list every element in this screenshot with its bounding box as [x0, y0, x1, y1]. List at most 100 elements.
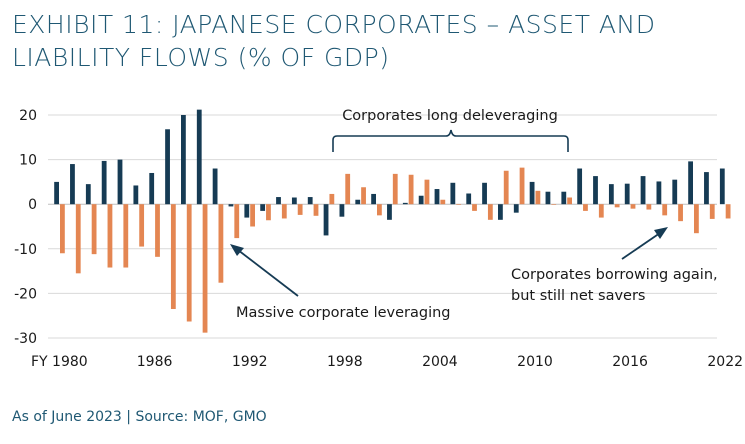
liability-bar-2016 — [630, 204, 636, 209]
gridlines — [48, 114, 717, 339]
liability-bar-2009 — [519, 167, 525, 205]
asset-bar-2003 — [418, 195, 424, 205]
liability-bar-2020 — [694, 204, 699, 234]
asset-bar-2020 — [688, 161, 693, 205]
asset-bar-2009 — [513, 204, 519, 213]
asset-bar-2017 — [640, 176, 646, 205]
asset-bar-1996 — [307, 197, 313, 205]
asset-bar-2002 — [402, 202, 408, 205]
liability-bar-2000 — [377, 204, 382, 216]
asset-bar-2006 — [466, 193, 472, 205]
leveraging-label: Massive corporate leveraging — [236, 305, 451, 321]
asset-bar-1987 — [165, 129, 170, 205]
liability-bar-2004 — [440, 199, 446, 205]
liability-bar-1986 — [155, 204, 160, 257]
x-axis-tick-labels: FY 1980 1986 1992 1998 2004 2010 2016 2022 — [31, 354, 743, 370]
leveraging-arrow-head — [230, 244, 244, 256]
asset-bar-1998 — [339, 204, 345, 217]
liability-bar-2007 — [487, 204, 493, 220]
liability-bar-1998 — [345, 173, 351, 205]
liability-bar-1985 — [139, 204, 145, 247]
liability-bar-1992 — [250, 204, 255, 227]
liability-bar-1980 — [60, 204, 65, 254]
y-tick-label: 10 — [19, 153, 37, 169]
liability-bar-2015 — [614, 204, 620, 208]
asset-bar-1980 — [54, 181, 59, 205]
x-tick-label: 1998 — [327, 354, 363, 370]
liability-bar-1999 — [361, 187, 366, 205]
liability-bar-1993 — [266, 204, 271, 221]
x-tick-label: 2016 — [612, 354, 648, 370]
liability-bar-2017 — [646, 204, 652, 210]
asset-bar-1989 — [196, 109, 202, 205]
x-tick-label: 1992 — [232, 354, 268, 370]
asset-bar-2012 — [561, 191, 567, 205]
asset-bar-1986 — [149, 172, 155, 205]
y-tick-label: -30 — [14, 331, 37, 347]
liability-bar-2019 — [678, 204, 683, 222]
asset-bar-2018 — [656, 181, 662, 205]
liability-bar-2002 — [408, 174, 414, 205]
asset-bar-2001 — [387, 204, 392, 220]
y-tick-label: -20 — [14, 286, 37, 302]
asset-bar-2005 — [450, 182, 456, 205]
asset-bar-2011 — [545, 191, 551, 205]
y-tick-label: 0 — [28, 197, 37, 213]
borrowing-label-line-2: but still net savers — [511, 288, 646, 304]
x-tick-label: 1986 — [137, 354, 173, 370]
liability-bar-2001 — [392, 173, 398, 205]
liability-bar-2013 — [583, 204, 588, 211]
liability-bar-1995 — [297, 204, 303, 215]
liability-bar-1989 — [202, 204, 208, 333]
asset-bar-1984 — [117, 159, 123, 205]
liability-bar-2006 — [472, 204, 477, 211]
liability-bar-1988 — [186, 204, 192, 322]
asset-bar-2022 — [719, 168, 725, 205]
x-tick-label: 2010 — [517, 354, 553, 370]
x-tick-label: FY 1980 — [31, 354, 88, 370]
asset-bar-1997 — [323, 204, 329, 236]
liability-bar-2014 — [598, 204, 604, 218]
asset-bar-1999 — [355, 199, 361, 205]
liability-bar-2022 — [725, 204, 731, 219]
liability-bar-1981 — [75, 204, 81, 274]
asset-bar-1982 — [85, 184, 91, 205]
asset-bar-1992 — [244, 204, 250, 218]
liability-bar-1991 — [234, 204, 240, 239]
liability-bar-1984 — [123, 204, 129, 268]
asset-bar-1981 — [70, 164, 75, 205]
liability-bar-2018 — [662, 204, 668, 216]
asset-bar-2004 — [434, 189, 440, 205]
asset-bar-2000 — [371, 193, 376, 205]
asset-bar-1983 — [101, 160, 107, 205]
leveraging-arrow-line — [237, 249, 299, 297]
asset-bar-1995 — [291, 197, 297, 205]
source-note: As of June 2023 | Source: MOF, GMO — [12, 409, 267, 425]
asset-bar-1990 — [212, 168, 218, 205]
asset-bar-2014 — [593, 176, 598, 205]
chart-title: EXHIBIT 11: JAPANESE CORPORATES – ASSET … — [12, 8, 712, 74]
liability-bar-1987 — [170, 204, 176, 310]
borrowing-arrow-head — [654, 227, 668, 239]
y-tick-label: -10 — [14, 242, 37, 258]
asset-bar-2021 — [704, 172, 709, 205]
deleveraging-label: Corporates long deleveraging — [342, 108, 558, 124]
chart-title-line-1: EXHIBIT 11: JAPANESE CORPORATES – ASSET … — [12, 10, 656, 39]
liability-bar-1983 — [107, 204, 113, 268]
asset-bar-2019 — [672, 179, 678, 205]
asset-bar-1994 — [276, 197, 281, 205]
liability-bar-2011 — [551, 204, 557, 205]
liability-bar-2003 — [424, 179, 430, 205]
asset-bar-1985 — [133, 185, 139, 205]
x-tick-label: 2022 — [707, 354, 743, 370]
liability-bar-2021 — [709, 204, 715, 219]
liability-bar-1996 — [313, 204, 319, 216]
borrowing-arrow-line — [621, 232, 661, 260]
bars — [54, 109, 731, 333]
asset-bar-2007 — [482, 182, 487, 205]
asset-bar-2016 — [624, 183, 630, 205]
liability-bar-1994 — [281, 204, 287, 219]
liability-bar-2008 — [503, 170, 509, 205]
liability-bar-2005 — [456, 204, 462, 205]
